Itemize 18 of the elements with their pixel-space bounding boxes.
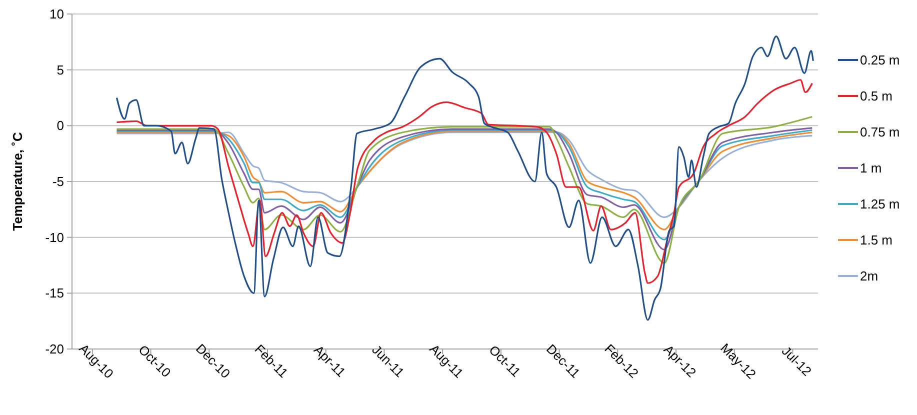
legend-label: 0.75 m: [860, 124, 900, 140]
legend-label: 0.5 m: [860, 88, 893, 104]
legend-label: 2m: [860, 268, 878, 284]
y-tick-label: -10: [45, 230, 64, 245]
y-tick-label: 10: [50, 6, 64, 22]
line-series: [116, 36, 814, 321]
legend-label: 0.25 m: [860, 52, 900, 68]
y-tick-label: -20: [45, 342, 64, 357]
y-tick-label: -15: [45, 286, 64, 301]
y-tick-label: -5: [52, 174, 64, 190]
y-axis-title: Temperature, ˚C: [10, 132, 25, 231]
legend-label: 1 m: [860, 160, 882, 176]
y-tick-label: 5: [56, 62, 64, 78]
line-series: [116, 79, 813, 284]
line-series: [116, 116, 813, 264]
y-tick-label: 0: [56, 118, 64, 134]
legend-label: 1.25 m: [860, 196, 900, 212]
legend-label: 1.5 m: [860, 232, 893, 248]
